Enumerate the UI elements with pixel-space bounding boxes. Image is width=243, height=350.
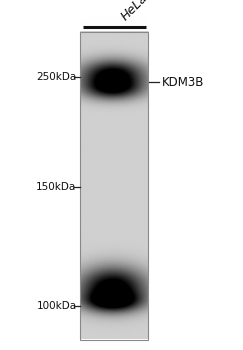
Text: KDM3B: KDM3B bbox=[162, 76, 204, 89]
Text: HeLa: HeLa bbox=[119, 0, 151, 23]
Text: 150kDa: 150kDa bbox=[36, 182, 77, 192]
Text: 100kDa: 100kDa bbox=[36, 301, 77, 311]
Text: 250kDa: 250kDa bbox=[36, 72, 77, 82]
Bar bbox=[80, 32, 148, 340]
